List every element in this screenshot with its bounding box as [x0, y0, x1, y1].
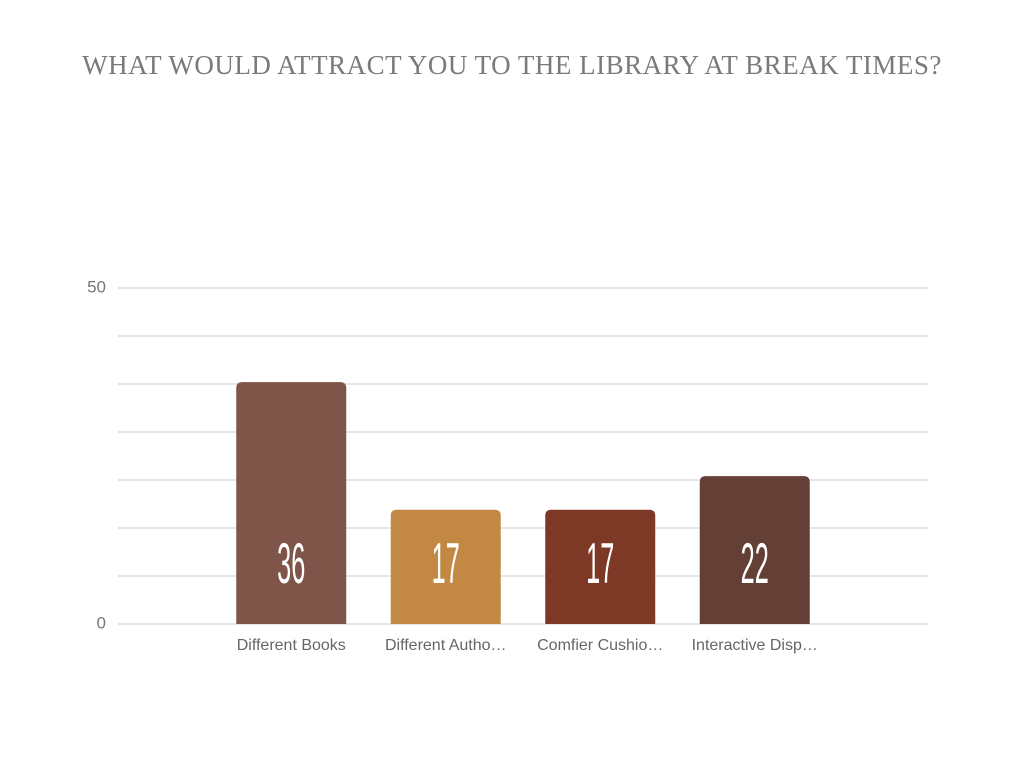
value-label: 22 — [741, 533, 769, 596]
y-tick-label: 50 — [87, 277, 106, 296]
bar — [545, 509, 656, 624]
bar — [236, 382, 347, 624]
x-tick-label: Different Autho… — [385, 637, 507, 654]
chart-title: WHAT WOULD ATTRACT YOU TO THE LIBRARY AT… — [82, 50, 942, 80]
bar — [699, 476, 810, 624]
value-label: 36 — [277, 533, 305, 596]
x-tick-label: Interactive Disp… — [692, 637, 818, 654]
y-tick-label: 0 — [97, 613, 106, 632]
x-tick-label: Different Books — [237, 637, 346, 654]
bar — [390, 509, 501, 624]
value-label: 17 — [586, 533, 614, 596]
x-tick-label: Comfier Cushio… — [537, 637, 663, 654]
value-label: 17 — [432, 533, 460, 596]
